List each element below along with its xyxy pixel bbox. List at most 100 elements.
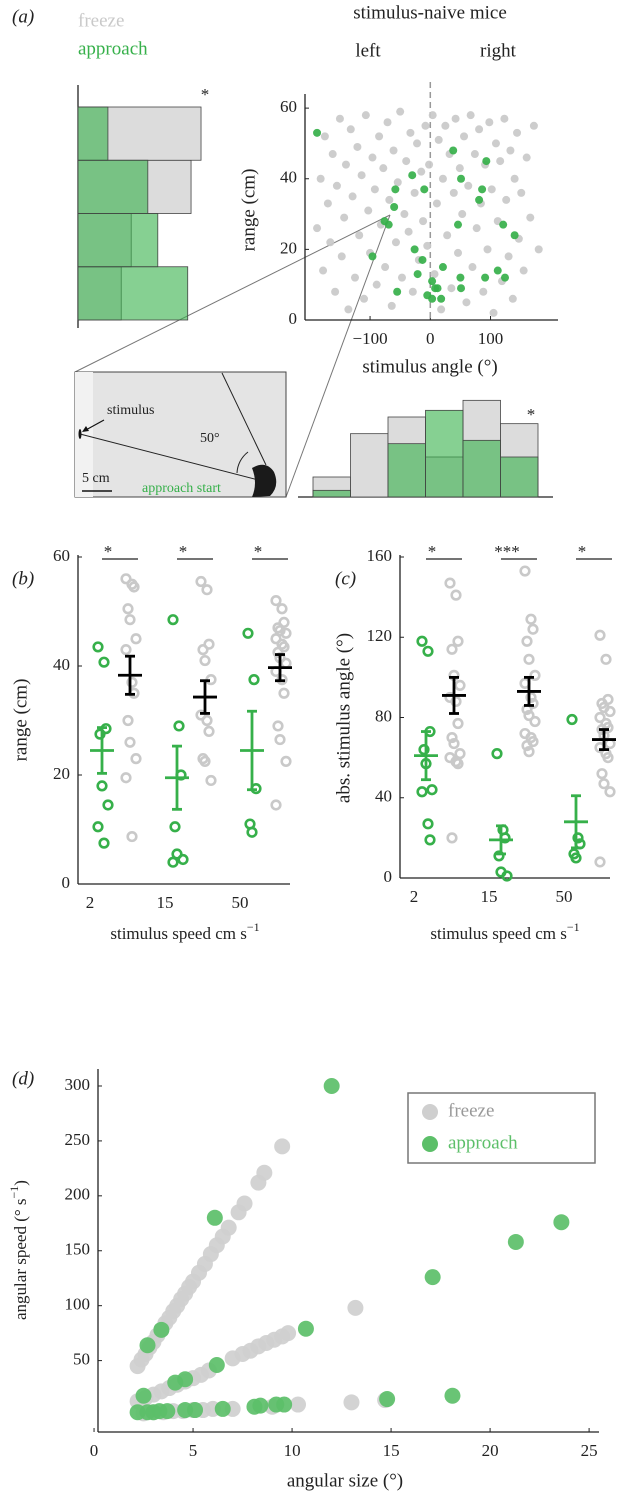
inset-image: stimulus 50° 5 cm approach start: [74, 371, 287, 498]
point: [450, 695, 462, 708]
point: [502, 195, 511, 204]
x-tick-label: 50: [556, 887, 573, 906]
label-part: −1: [247, 920, 260, 934]
point: [444, 577, 456, 589]
inset-wall: [75, 372, 93, 497]
point: [452, 635, 464, 647]
point: [446, 643, 458, 655]
significance: *: [527, 405, 536, 424]
significance: *: [179, 542, 188, 561]
point: [413, 270, 422, 279]
point: [602, 752, 614, 764]
y-tick-label: 40: [53, 655, 70, 674]
point: [313, 224, 322, 233]
label-part: −1: [7, 1186, 21, 1199]
bar: [77, 213, 159, 268]
point: [246, 1398, 263, 1415]
x-tick-label: 20: [482, 1441, 499, 1460]
point: [517, 188, 526, 197]
point: [433, 284, 442, 293]
point: [466, 111, 475, 120]
bar: [425, 409, 464, 498]
point: [534, 245, 543, 254]
point: [120, 644, 132, 656]
point: [468, 263, 477, 272]
zoom-lines: [74, 214, 391, 498]
significance: *: [104, 542, 113, 561]
point: [203, 725, 215, 738]
point: [434, 135, 443, 144]
point: [478, 185, 487, 194]
label-part: −1: [567, 920, 580, 934]
point: [129, 1404, 146, 1421]
significance: *: [578, 542, 587, 561]
point: [500, 273, 509, 282]
y-tick-label: 50: [73, 1350, 90, 1369]
x-axis-label: stimulus speed cm s−1: [430, 920, 579, 943]
point: [364, 206, 373, 215]
point: [604, 786, 616, 798]
y-tick-label: 60: [53, 546, 70, 565]
point: [122, 603, 134, 615]
point: [447, 284, 456, 293]
point: [139, 1337, 156, 1354]
point: [420, 185, 429, 194]
point: [340, 213, 349, 222]
label-part: stimulus speed cm s: [110, 924, 246, 943]
label-part: ): [11, 1180, 30, 1186]
point: [500, 114, 509, 123]
point: [446, 832, 458, 844]
point: [402, 157, 411, 166]
bar: [77, 159, 149, 214]
point: [199, 755, 211, 767]
point: [600, 653, 612, 665]
point: [604, 705, 616, 718]
point: [130, 753, 142, 765]
point: [596, 768, 608, 780]
point: [344, 305, 353, 314]
point: [421, 121, 430, 130]
point: [270, 633, 282, 645]
inset-label: stimulus: [107, 403, 154, 418]
x-tick-label: 25: [581, 1441, 598, 1460]
point: [270, 594, 282, 607]
x-tick-label: 50: [232, 893, 249, 912]
point: [385, 195, 394, 204]
point: [416, 635, 428, 647]
point: [413, 139, 422, 148]
inset-label: 5 cm: [82, 471, 110, 486]
point: [167, 1374, 184, 1391]
point: [372, 280, 381, 289]
point: [383, 118, 392, 127]
bar: [462, 439, 501, 498]
bar: [350, 433, 389, 498]
y-tick-label: 120: [367, 626, 393, 645]
point: [124, 614, 136, 626]
arrow-head: [82, 426, 89, 432]
point: [425, 160, 434, 169]
point: [423, 241, 432, 250]
point: [272, 646, 284, 658]
point: [489, 308, 498, 317]
point: [513, 128, 522, 137]
point: [130, 633, 142, 645]
point: [529, 121, 538, 130]
point: [201, 584, 213, 596]
point: [443, 231, 452, 240]
point: [527, 623, 539, 635]
point: [598, 778, 610, 790]
point: [126, 676, 138, 688]
zoom-line: [285, 214, 391, 498]
point: [424, 1269, 441, 1286]
y-axis-label: range (cm): [238, 169, 259, 252]
legend-swatch: [422, 1104, 438, 1120]
point: [572, 832, 584, 844]
point: [493, 850, 505, 862]
point: [410, 245, 419, 254]
point: [355, 231, 364, 240]
y-tick-label: 40: [375, 787, 392, 806]
point: [381, 263, 390, 272]
legend-label: freeze: [78, 10, 124, 31]
point: [98, 656, 110, 668]
x-tick-label: 100: [478, 329, 504, 348]
